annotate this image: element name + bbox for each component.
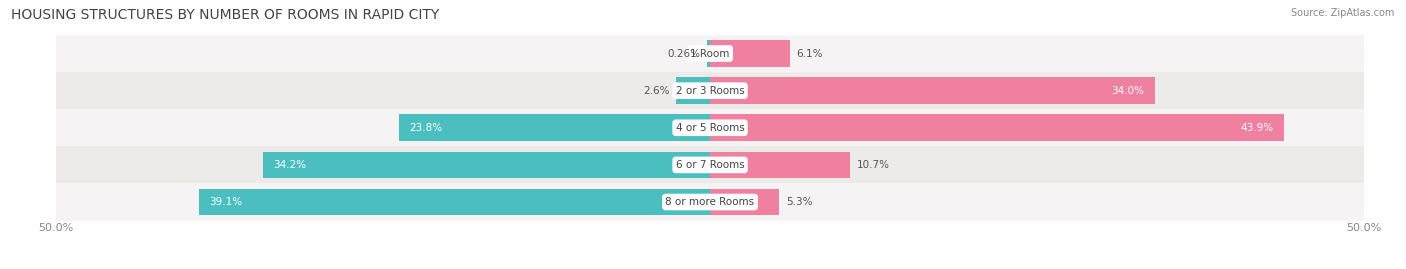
Text: HOUSING STRUCTURES BY NUMBER OF ROOMS IN RAPID CITY: HOUSING STRUCTURES BY NUMBER OF ROOMS IN… bbox=[11, 8, 440, 22]
Text: 2.6%: 2.6% bbox=[643, 86, 669, 96]
Bar bbox=[710, 77, 1154, 104]
Text: 39.1%: 39.1% bbox=[209, 197, 242, 207]
Text: 23.8%: 23.8% bbox=[409, 123, 443, 133]
Bar bbox=[56, 72, 1364, 109]
Text: 34.2%: 34.2% bbox=[273, 160, 307, 170]
Bar bbox=[707, 40, 710, 67]
Bar bbox=[198, 189, 710, 215]
Text: Source: ZipAtlas.com: Source: ZipAtlas.com bbox=[1291, 8, 1395, 18]
Text: 6.1%: 6.1% bbox=[796, 48, 823, 59]
Text: 10.7%: 10.7% bbox=[856, 160, 890, 170]
Bar bbox=[56, 146, 1364, 183]
Text: 8 or more Rooms: 8 or more Rooms bbox=[665, 197, 755, 207]
Text: 34.0%: 34.0% bbox=[1111, 86, 1144, 96]
Bar bbox=[710, 40, 790, 67]
Text: 5.3%: 5.3% bbox=[786, 197, 813, 207]
Bar bbox=[710, 114, 1284, 141]
Text: 1 Room: 1 Room bbox=[690, 48, 730, 59]
Text: 4 or 5 Rooms: 4 or 5 Rooms bbox=[676, 123, 744, 133]
Bar bbox=[710, 151, 851, 178]
Bar bbox=[56, 109, 1364, 146]
Text: 43.9%: 43.9% bbox=[1240, 123, 1274, 133]
Text: 0.26%: 0.26% bbox=[666, 48, 700, 59]
Bar bbox=[263, 151, 710, 178]
Text: 2 or 3 Rooms: 2 or 3 Rooms bbox=[676, 86, 744, 96]
Bar bbox=[676, 77, 710, 104]
Bar bbox=[56, 35, 1364, 72]
Bar bbox=[710, 189, 779, 215]
Text: 6 or 7 Rooms: 6 or 7 Rooms bbox=[676, 160, 744, 170]
Bar bbox=[56, 183, 1364, 221]
Bar bbox=[399, 114, 710, 141]
